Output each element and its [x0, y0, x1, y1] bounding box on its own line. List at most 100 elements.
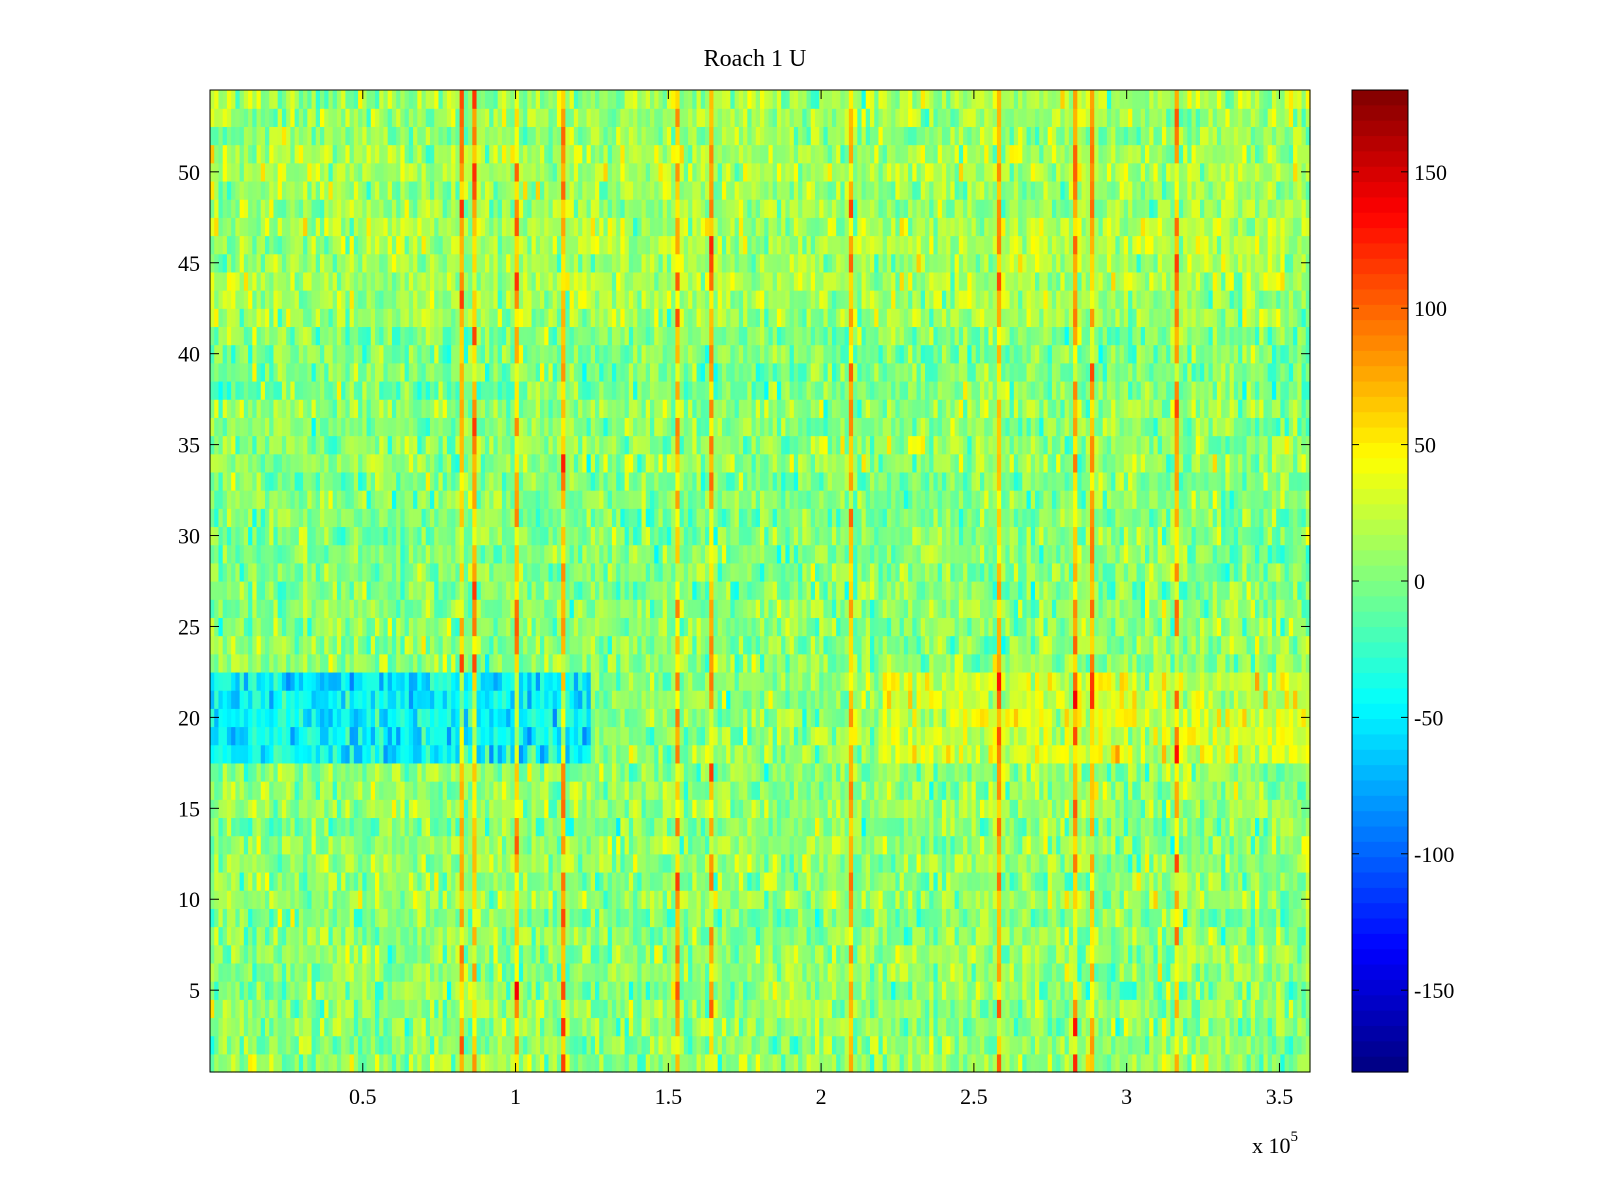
heatmap-cell: [1073, 744, 1078, 764]
heatmap-cell: [231, 835, 236, 855]
heatmap-cell: [662, 981, 668, 1000]
heatmap-cell: [1018, 726, 1023, 746]
heatmap-cell: [349, 708, 355, 728]
heatmap-cell: [616, 871, 621, 891]
heatmap-cell: [1157, 926, 1163, 946]
heatmap-cell: [1047, 999, 1053, 1019]
heatmap-cell: [1013, 781, 1019, 800]
heatmap-cell: [497, 890, 503, 909]
heatmap-cell: [565, 726, 571, 746]
heatmap-cell: [1001, 962, 1006, 982]
heatmap-cell: [256, 908, 262, 928]
heatmap-cell: [396, 799, 401, 819]
heatmap-cell: [349, 799, 355, 819]
heatmap-cell: [400, 981, 406, 1000]
heatmap-cell: [501, 799, 507, 819]
heatmap-cell: [451, 1035, 456, 1055]
heatmap-cell: [992, 781, 998, 800]
heatmap-cell: [260, 762, 266, 782]
heatmap-cell: [1221, 781, 1226, 800]
heatmap-cell: [556, 799, 562, 819]
heatmap-cell: [298, 999, 304, 1019]
heatmap-cell: [721, 781, 727, 800]
heatmap-cell: [709, 799, 715, 819]
heatmap-cell: [514, 781, 520, 800]
heatmap-cell: [1018, 944, 1023, 964]
heatmap-cell: [286, 726, 291, 746]
heatmap-cell: [1301, 762, 1307, 782]
heatmap-cell: [831, 817, 837, 837]
heatmap-cell: [941, 926, 947, 946]
heatmap-cell: [1301, 781, 1307, 800]
heatmap-cell: [700, 999, 706, 1019]
heatmap-cell: [1140, 981, 1146, 1000]
heatmap-cell: [933, 908, 939, 928]
heatmap-cell: [531, 1017, 537, 1037]
heatmap-cell: [967, 926, 973, 946]
heatmap-cell: [1293, 835, 1298, 855]
heatmap-cell: [1250, 871, 1256, 891]
heatmap-cell: [827, 853, 833, 873]
heatmap-cell: [827, 726, 833, 746]
heatmap-cell: [556, 962, 562, 982]
heatmap-cell: [256, 1017, 262, 1037]
heatmap-cell: [573, 726, 579, 746]
heatmap-cell: [1297, 890, 1303, 909]
heatmap-cell: [692, 1053, 698, 1073]
heatmap-cell: [497, 926, 503, 946]
heatmap-cell: [971, 1035, 977, 1055]
heatmap-cell: [506, 726, 511, 746]
heatmap-cell: [552, 1017, 558, 1037]
heatmap-cell: [518, 1035, 524, 1055]
heatmap-cell: [485, 726, 490, 746]
heatmap-cell: [992, 926, 998, 946]
heatmap-cell: [425, 1035, 431, 1055]
heatmap-cell: [514, 981, 520, 1000]
heatmap-cell: [895, 1017, 901, 1037]
heatmap-cell: [1094, 817, 1100, 837]
heatmap-cell: [971, 926, 977, 946]
heatmap-cell: [569, 835, 575, 855]
heatmap-cell: [1216, 1053, 1222, 1073]
heatmap-cell: [878, 762, 884, 782]
heatmap-cell: [320, 981, 325, 1000]
heatmap-cell: [277, 1035, 283, 1055]
heatmap-cell: [485, 853, 490, 873]
heatmap-cell: [882, 926, 888, 946]
heatmap-cell: [1060, 1035, 1066, 1055]
heatmap-cell: [1013, 1035, 1019, 1055]
heatmap-cell: [1183, 908, 1188, 928]
heatmap-cell: [772, 999, 778, 1019]
heatmap-cell: [603, 999, 609, 1019]
heatmap-cell: [1081, 962, 1087, 982]
heatmap-cell: [861, 853, 867, 873]
heatmap-cell: [696, 853, 702, 873]
heatmap-cell: [265, 726, 270, 746]
heatmap-cell: [671, 1035, 676, 1055]
heatmap-cell: [1149, 962, 1155, 982]
heatmap-cell: [586, 744, 592, 764]
heatmap-cell: [332, 999, 338, 1019]
heatmap-cell: [1039, 1053, 1045, 1073]
heatmap-cell: [1229, 817, 1235, 837]
heatmap-cell: [1267, 962, 1273, 982]
heatmap-cell: [595, 799, 600, 819]
heatmap-cell: [501, 871, 507, 891]
heatmap-cell: [336, 817, 342, 837]
heatmap-cell: [235, 762, 241, 782]
heatmap-cell: [891, 762, 896, 782]
heatmap-cell: [1132, 926, 1138, 946]
heatmap-cell: [286, 926, 291, 946]
heatmap-cell: [1221, 871, 1226, 891]
heatmap-cell: [353, 708, 359, 728]
heatmap-cell: [273, 835, 279, 855]
heatmap-cell: [396, 999, 401, 1019]
heatmap-cell: [1026, 799, 1032, 819]
heatmap-cell: [650, 1053, 655, 1073]
heatmap-cell: [476, 944, 482, 964]
heatmap-cell: [628, 781, 634, 800]
heatmap-cell: [590, 890, 596, 909]
heatmap-cell: [1051, 799, 1057, 819]
heatmap-cell: [298, 871, 304, 891]
heatmap-cell: [620, 1053, 626, 1073]
